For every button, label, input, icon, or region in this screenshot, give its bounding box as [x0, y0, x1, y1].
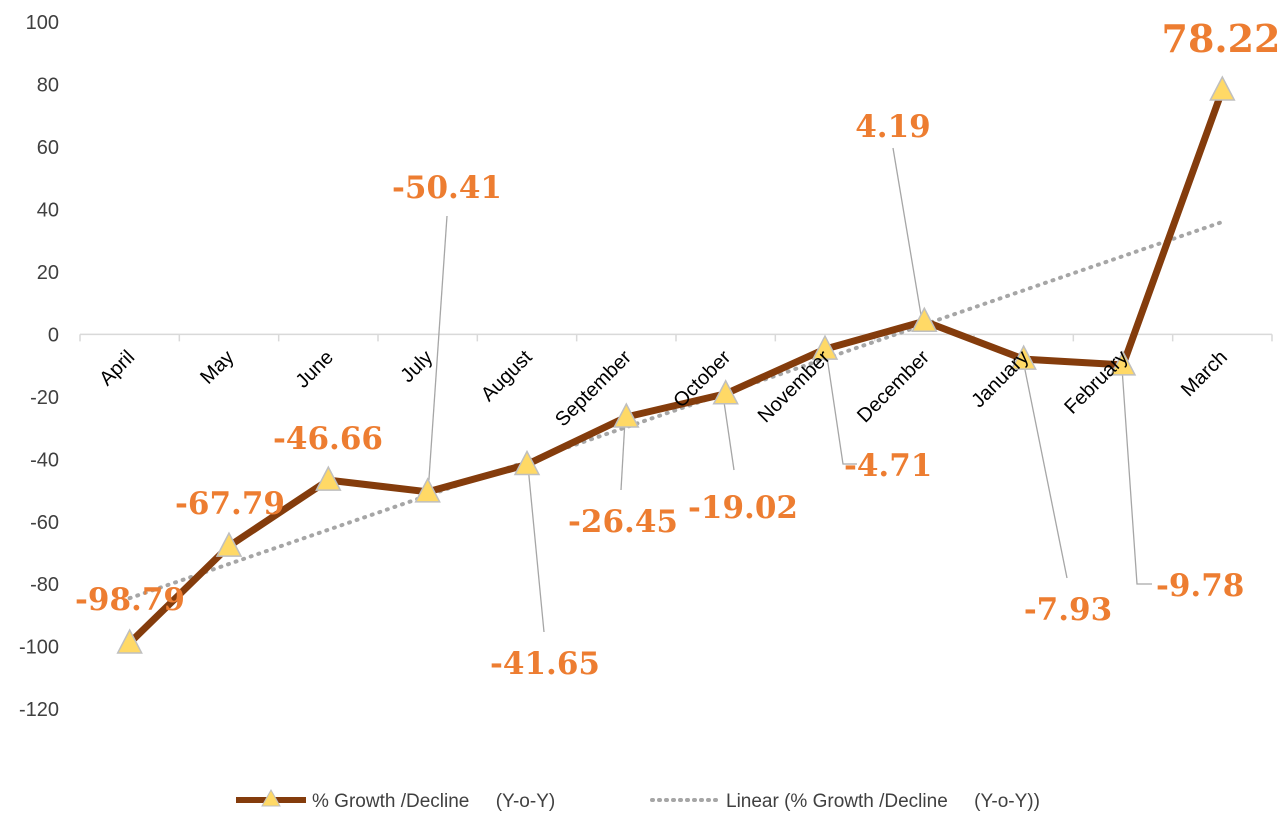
y-tick-label: 80 — [37, 74, 59, 96]
y-tick-label: -100 — [19, 637, 59, 659]
y-tick-label: 60 — [37, 137, 59, 159]
triangle-marker — [911, 306, 938, 333]
leader-line — [1022, 359, 1068, 579]
triangle-marker — [712, 379, 739, 405]
leader-line — [1121, 367, 1152, 585]
growth-decline-line — [127, 88, 1226, 646]
data-label: 78.22 — [1162, 16, 1281, 61]
triangle-marker — [811, 334, 839, 360]
category-label: June — [292, 346, 338, 392]
y-tick-label: 100 — [26, 12, 59, 34]
triangle-marker — [116, 628, 143, 654]
trendline — [127, 219, 1225, 601]
category-label: March — [1177, 346, 1232, 401]
y-tick-label: -20 — [30, 387, 59, 409]
y-tick-label: -120 — [19, 699, 59, 721]
y-axis-ticks: 100 80 60 40 20 0 -20 -40 -60 -80 -100 -120 — [19, 12, 59, 721]
data-label: 4.19 — [855, 109, 931, 145]
triangle-marker — [1209, 75, 1236, 101]
triangle-marker — [513, 449, 541, 476]
triangle-marker — [215, 531, 243, 557]
data-label: -9.78 — [1156, 568, 1244, 604]
triangle-marker — [613, 402, 640, 428]
leader-line — [427, 215, 448, 494]
data-label: -50.41 — [392, 170, 502, 206]
category-label: December — [853, 346, 934, 427]
data-label: -7.93 — [1024, 592, 1112, 628]
y-tick-label: 20 — [37, 262, 59, 284]
data-labels: -98.79 -67.79 -46.66 -50.41 -41.65 -26.45 -19.… — [75, 16, 1280, 682]
category-label: February — [1060, 346, 1132, 418]
category-label: January — [967, 346, 1033, 412]
x-axis-tick-marks — [79, 334, 1273, 342]
category-label: May — [196, 346, 238, 388]
y-tick-label: -60 — [30, 512, 59, 534]
y-tick-label: 40 — [37, 199, 59, 221]
legend-trendline-label: Linear (% Growth /Decline (Y-o-Y)) — [726, 791, 1040, 812]
leader-line — [527, 465, 545, 633]
data-label: -41.65 — [490, 646, 600, 682]
legend-series-label: % Growth /Decline (Y-o-Y) — [312, 791, 555, 812]
leader-line — [620, 419, 626, 491]
data-label: -19.02 — [688, 490, 798, 526]
y-tick-label: -40 — [30, 449, 59, 471]
leader-line — [892, 147, 923, 322]
category-label: April — [95, 346, 139, 390]
triangle-marker — [1010, 344, 1037, 370]
triangle-marker — [315, 465, 342, 491]
data-label: -67.79 — [175, 486, 285, 522]
y-tick-label: 0 — [48, 324, 59, 346]
legend: % Growth /Decline (Y-o-Y) Linear (% Grow… — [236, 788, 1040, 812]
category-label: November — [754, 346, 835, 427]
leader-line — [825, 349, 857, 465]
series-line — [127, 88, 1226, 646]
legend-triangle-marker-icon — [261, 788, 281, 807]
data-label: -98.79 — [75, 582, 185, 618]
leader-line — [722, 394, 735, 471]
triangle-marker — [1109, 350, 1137, 376]
data-label: -46.66 — [273, 421, 383, 457]
triangle-marker — [414, 477, 441, 503]
category-label: July — [396, 346, 437, 387]
linear-trendline — [127, 219, 1225, 601]
label-leader-lines — [427, 147, 1152, 633]
category-label: August — [477, 346, 537, 406]
data-label: -4.71 — [844, 448, 932, 484]
series-markers — [116, 75, 1236, 654]
y-tick-label: -80 — [30, 574, 59, 596]
data-label: -26.45 — [568, 504, 678, 540]
